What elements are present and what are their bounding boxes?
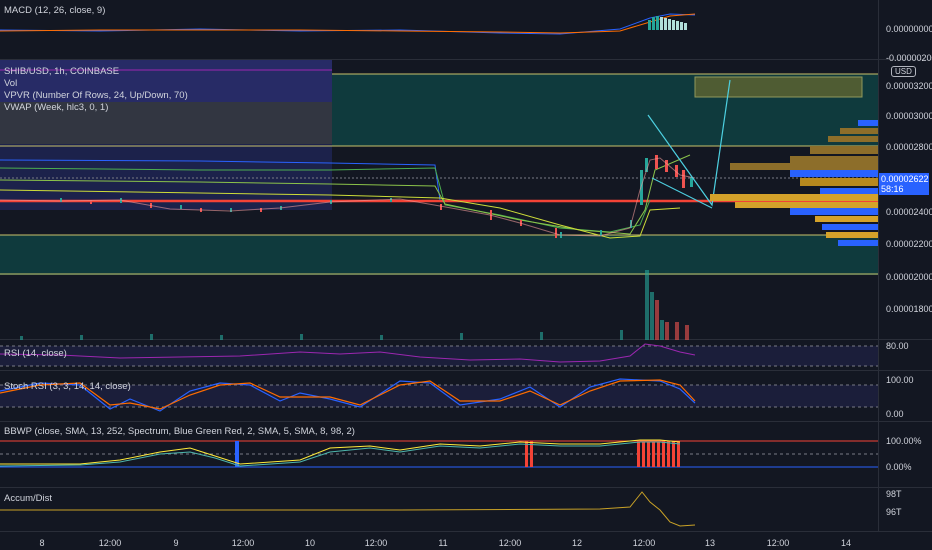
price-pane[interactable]: SHIB/USD, 1h, COINBASE Vol VPVR (Number …	[0, 60, 878, 340]
stoch-tick: 0.00	[886, 409, 904, 419]
bbwp-tick: 100.00%	[886, 436, 922, 446]
accum-plot	[0, 491, 696, 527]
time-tick: 14	[840, 538, 852, 548]
macd-label[interactable]: MACD (12, 26, close, 9)	[4, 5, 106, 16]
indicator-vwap[interactable]: VWAP (Week, hlc3, 0, 1)	[4, 102, 109, 113]
last-price: 0.00002622	[881, 174, 929, 184]
stoch-rsi-pane[interactable]: Stoch RSI (3, 3, 14, 14, close)	[0, 371, 878, 422]
bbwp-scale[interactable]: 100.00% 0.00%	[878, 422, 932, 488]
macd-pane[interactable]: MACD (12, 26, close, 9)	[0, 0, 878, 60]
time-tick: 12:00	[632, 538, 656, 548]
last-price-tag: 0.00002622 58:16	[879, 173, 929, 195]
accum-dist-pane[interactable]: Accum/Dist	[0, 488, 878, 532]
stoch-plot	[0, 378, 878, 412]
accum-tick: 98T	[886, 489, 902, 499]
macd-plot	[0, 13, 696, 35]
time-tick: 8	[39, 538, 45, 548]
price-scale[interactable]: 0.00003200 0.00003000 0.00002800 0.00002…	[878, 60, 932, 340]
rsi-pane[interactable]: RSI (14, close)	[0, 340, 878, 371]
bar-countdown: 58:16	[881, 184, 904, 194]
time-tick: 13	[704, 538, 716, 548]
time-tick: 12:00	[766, 538, 790, 548]
price-tick: 0.00002400	[886, 207, 932, 217]
price-tick: 0.00001800	[886, 304, 932, 314]
stoch-label[interactable]: Stoch RSI (3, 3, 14, 14, close)	[4, 381, 131, 392]
price-tick: 0.00002800	[886, 142, 932, 152]
currency-button[interactable]: USD	[891, 66, 916, 77]
time-tick: 12:00	[98, 538, 122, 548]
bbwp-label[interactable]: BBWP (close, SMA, 13, 252, Spectrum, Blu…	[4, 426, 355, 437]
rsi-tick: 80.00	[886, 341, 909, 351]
time-tick: 11	[438, 538, 448, 548]
indicator-vol[interactable]: Vol	[4, 78, 18, 89]
accum-scale[interactable]: 98T 96T	[878, 488, 932, 532]
rsi-label[interactable]: RSI (14, close)	[4, 348, 67, 359]
macd-scale[interactable]: 0.00000000 -0.00000200	[878, 0, 932, 63]
macd-tick: -0.00000200	[886, 53, 932, 63]
indicator-vpvr[interactable]: VPVR (Number Of Rows, 24, Up/Down, 70)	[4, 90, 188, 101]
zone-navy	[0, 144, 332, 210]
zone-gray	[0, 102, 332, 144]
stoch-scale[interactable]: 100.00 0.00	[878, 371, 932, 422]
pattern-line	[647, 79, 731, 207]
volume-bars	[20, 270, 664, 340]
rsi-scale[interactable]: 80.00	[878, 340, 932, 371]
time-tick: 9	[173, 538, 179, 548]
bbwp-tick: 0.00%	[886, 462, 912, 472]
bbwp-pane[interactable]: BBWP (close, SMA, 13, 252, Spectrum, Blu…	[0, 422, 878, 488]
accum-label[interactable]: Accum/Dist	[4, 493, 53, 504]
target-box	[694, 76, 863, 98]
vpvr-profile	[710, 120, 878, 246]
time-tick: 12:00	[231, 538, 255, 548]
time-tick: 12:00	[498, 538, 522, 548]
time-tick: 10	[304, 538, 316, 548]
zone-teal-lower	[0, 235, 878, 275]
time-tick: 12	[571, 538, 583, 548]
zone-purple	[0, 60, 332, 102]
price-tick: 0.00003000	[886, 111, 932, 121]
symbol-title[interactable]: SHIB/USD, 1h, COINBASE	[4, 66, 120, 77]
macd-tick: 0.00000000	[886, 24, 932, 34]
bbwp-plot	[0, 439, 878, 468]
price-tick: 0.00002200	[886, 239, 932, 249]
time-tick: 12:00	[364, 538, 388, 548]
price-tick: 0.00002000	[886, 272, 932, 282]
accum-tick: 96T	[886, 507, 902, 517]
price-tick: 0.00003200	[886, 81, 932, 91]
rsi-plot	[0, 343, 878, 367]
price-plot	[0, 60, 878, 340]
stoch-tick: 100.00	[886, 375, 914, 385]
time-axis[interactable]: 8 12:00 9 12:00 10 12:00 11 12:00 12 12:…	[0, 532, 932, 550]
